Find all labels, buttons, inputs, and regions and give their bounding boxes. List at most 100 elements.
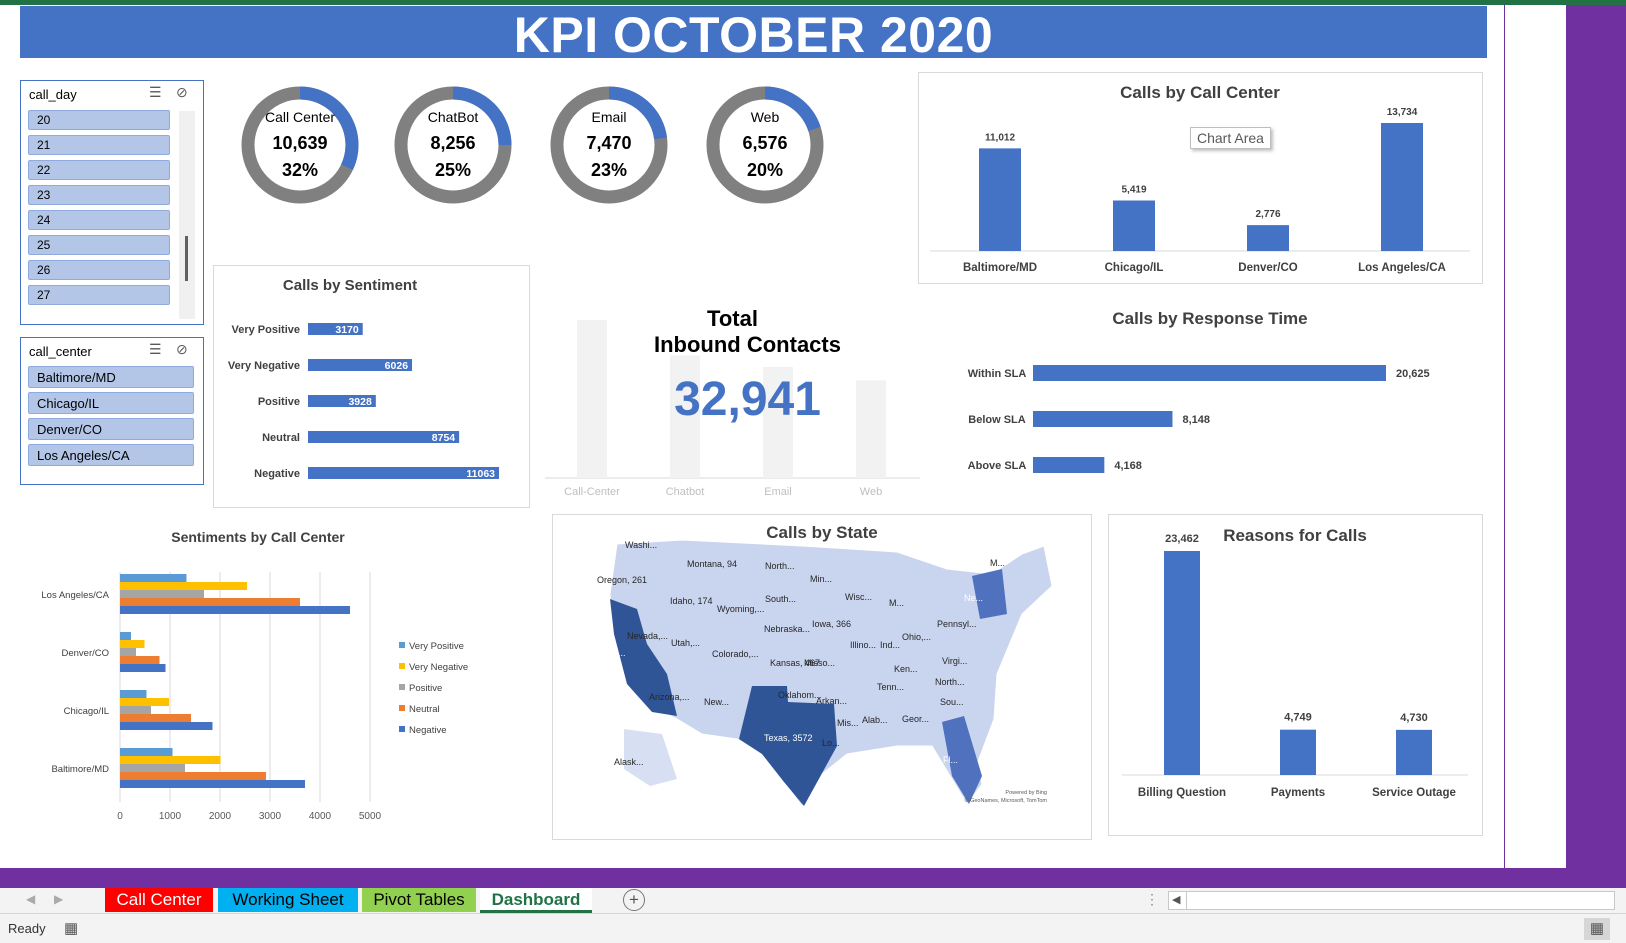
- purple-background-right: [1566, 5, 1626, 885]
- bar: [120, 582, 247, 590]
- scroll-right-icon[interactable]: ▶: [54, 892, 64, 906]
- alaska-region: [624, 729, 677, 786]
- slicer-call-center[interactable]: call_center ☰ ⊘ Baltimore/MD Chicago/IL De…: [20, 337, 204, 485]
- clear-filter-icon[interactable]: ⊘: [176, 341, 188, 357]
- state-label: Montana, 94: [687, 559, 737, 569]
- slicer-call-day[interactable]: call_day ☰ ⊘ 20 21 22 23 24 25 26 27: [20, 80, 204, 325]
- category-label: Within SLA: [968, 368, 1027, 380]
- total-title-line2: Inbound Contacts: [654, 332, 841, 357]
- state-label: Utah,...: [671, 638, 700, 648]
- donut-percent: 32%: [282, 160, 318, 180]
- category-label: Payments: [1271, 787, 1325, 799]
- chart-title: Calls by Response Time: [1112, 309, 1307, 328]
- bar: [308, 431, 460, 443]
- category-label: Above SLA: [968, 460, 1027, 472]
- total-title-line1: Total: [707, 306, 758, 331]
- bar: [1164, 551, 1200, 775]
- slicer-day-item[interactable]: 20: [28, 110, 170, 130]
- category-label: Los Angeles/CA: [1358, 262, 1446, 274]
- sheet-tab[interactable]: Pivot Tables: [362, 888, 476, 912]
- state-label: Ind...: [880, 640, 900, 650]
- slicer-day-item[interactable]: 22: [28, 160, 170, 180]
- state-label: Min...: [810, 574, 832, 584]
- slicer-scrollbar[interactable]: [179, 111, 195, 319]
- calls-by-response-time-chart: Calls by Response Time 20,625 Within SLA 8,…: [968, 309, 1430, 473]
- slicer-day-item[interactable]: 23: [28, 185, 170, 205]
- state-label: Alask...: [614, 757, 644, 767]
- bar: [120, 574, 187, 582]
- add-sheet-icon[interactable]: +: [623, 889, 645, 911]
- donut-segment-4: [764, 86, 821, 132]
- slicer-center-item[interactable]: Chicago/IL: [28, 392, 194, 414]
- status-bar: Ready ▦ ▦: [0, 913, 1626, 943]
- slicer-day-item[interactable]: 27: [28, 285, 170, 305]
- horizontal-scrollbar[interactable]: ◀: [1168, 891, 1615, 910]
- data-label: 2,776: [1255, 209, 1280, 220]
- scroll-left-icon[interactable]: ◀: [26, 892, 36, 906]
- bar: [120, 722, 213, 730]
- donut-segment-3: [608, 86, 668, 140]
- category-label: Web: [860, 486, 882, 498]
- bar: [120, 756, 221, 764]
- state-label: Mis...: [837, 718, 859, 728]
- clear-filter-icon[interactable]: ⊘: [176, 84, 188, 100]
- category-label: Below SLA: [968, 414, 1026, 426]
- chart-title: Reasons for Calls: [1223, 526, 1367, 545]
- bar: [120, 648, 136, 656]
- state-label: Nevada,...: [627, 631, 668, 641]
- donut-percent: 25%: [435, 160, 471, 180]
- split-handle-icon[interactable]: ⋮: [1145, 891, 1159, 907]
- normal-view-icon[interactable]: ▦: [1584, 918, 1610, 940]
- sheet-tab[interactable]: Dashboard: [480, 888, 592, 913]
- bar: [120, 772, 266, 780]
- state-label: Pennsyl...: [937, 619, 977, 629]
- slicer-center-item[interactable]: Denver/CO: [28, 418, 194, 440]
- state-label: Ne...: [964, 593, 983, 603]
- slicer-center-item[interactable]: Baltimore/MD: [28, 366, 194, 388]
- excel-top-border: [0, 0, 1626, 5]
- donut-value: 8,256: [430, 133, 475, 153]
- map-credit: Powered by Bing: [1005, 790, 1047, 796]
- slicer-day-item[interactable]: 21: [28, 135, 170, 155]
- multi-select-icon[interactable]: ☰: [149, 341, 162, 357]
- tick-label: 0: [117, 811, 123, 822]
- state-label: Oregon, 261: [597, 575, 647, 585]
- category-label: Service Outage: [1372, 787, 1456, 799]
- slicer-day-item[interactable]: 24: [28, 210, 170, 230]
- state-label: M...: [889, 598, 904, 608]
- multi-select-icon[interactable]: ☰: [149, 84, 162, 100]
- calls-by-sentiment-chart: Calls by Sentiment 3170 Very Positive 6026 V…: [228, 277, 499, 480]
- sheet-tab[interactable]: Working Sheet: [218, 888, 358, 912]
- donut-value: 7,470: [586, 133, 631, 153]
- legend-label: Positive: [409, 683, 442, 694]
- category-label: Baltimore/MD: [51, 764, 109, 775]
- state-label: North...: [935, 677, 965, 687]
- slicer-center-item[interactable]: Los Angeles/CA: [28, 444, 194, 466]
- scrollbar-left-arrow-icon[interactable]: ◀: [1172, 894, 1181, 906]
- state-label: Iowa, 366: [812, 619, 851, 629]
- slicer-day-item[interactable]: 25: [28, 235, 170, 255]
- total-value: 32,941: [674, 373, 821, 426]
- slicer-scrollbar-thumb[interactable]: [185, 236, 188, 281]
- state-label: Misso...: [804, 658, 835, 668]
- status-ready: Ready: [8, 921, 46, 936]
- sheet-tab-bar: ◀ ▶ Call Center Working Sheet Pivot Tables…: [0, 888, 1626, 913]
- data-label: 4,749: [1284, 712, 1312, 724]
- sheet-tab[interactable]: Call Center: [105, 888, 213, 912]
- state-label: New...: [704, 697, 729, 707]
- bar: [1033, 411, 1173, 427]
- state-label: M...: [990, 558, 1005, 568]
- slicer-day-item[interactable]: 26: [28, 260, 170, 280]
- state-label: Ohio,...: [902, 632, 931, 642]
- state-label: Ken...: [894, 664, 918, 674]
- state-label: Geor...: [902, 714, 929, 724]
- state-label: Fl...: [943, 755, 958, 765]
- state-label: South...: [765, 594, 796, 604]
- bar: [1113, 200, 1155, 251]
- category-label: Chicago/IL: [1105, 262, 1164, 274]
- sheet-margin-column: [1504, 5, 1567, 868]
- legend-swatch: [399, 705, 405, 711]
- macro-record-icon[interactable]: ▦: [64, 920, 79, 937]
- legend-label: Neutral: [409, 704, 440, 715]
- bar: [120, 606, 350, 614]
